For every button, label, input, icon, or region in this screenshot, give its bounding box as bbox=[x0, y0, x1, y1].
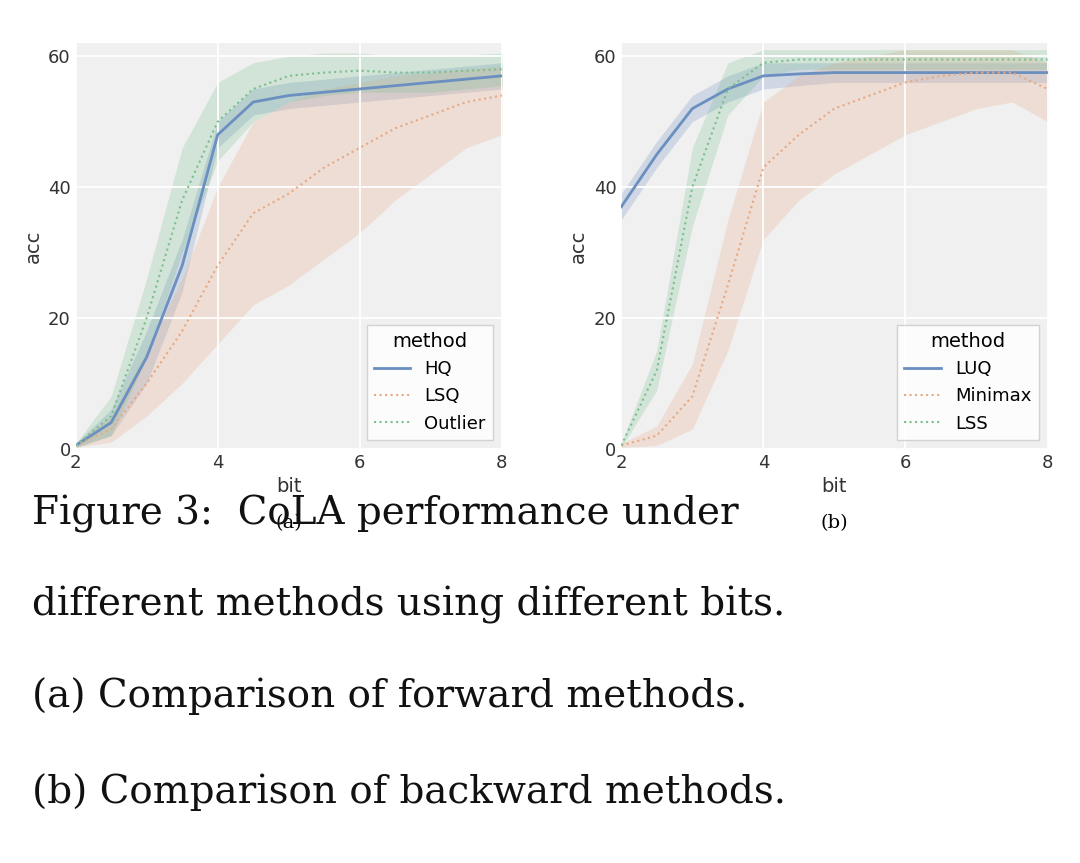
Text: (a) Comparison of forward methods.: (a) Comparison of forward methods. bbox=[32, 677, 747, 715]
Outlier bbox=[318, 67, 330, 78]
HQ bbox=[212, 129, 225, 140]
HQ bbox=[105, 418, 118, 428]
HQ bbox=[176, 261, 189, 271]
HQ bbox=[140, 352, 153, 362]
Line: HQ: HQ bbox=[76, 76, 502, 445]
LSS bbox=[864, 54, 877, 65]
Minimax bbox=[970, 67, 983, 78]
HQ bbox=[282, 91, 295, 101]
Minimax bbox=[650, 431, 663, 441]
LSQ bbox=[496, 91, 509, 101]
Text: (b): (b) bbox=[821, 513, 848, 532]
LUQ bbox=[864, 67, 877, 78]
Minimax bbox=[864, 91, 877, 101]
LSS bbox=[1041, 54, 1054, 65]
Legend: HQ, LSQ, Outlier: HQ, LSQ, Outlier bbox=[366, 325, 492, 440]
Minimax bbox=[1041, 84, 1054, 94]
Outlier bbox=[496, 64, 509, 74]
HQ bbox=[353, 84, 366, 94]
Outlier bbox=[105, 411, 118, 421]
LSS bbox=[899, 54, 912, 65]
Minimax bbox=[899, 77, 912, 87]
LSQ bbox=[424, 110, 437, 120]
LUQ bbox=[615, 202, 627, 212]
LSS bbox=[1005, 54, 1018, 65]
Outlier bbox=[69, 440, 82, 450]
LSQ bbox=[140, 378, 153, 388]
HQ bbox=[460, 74, 473, 85]
LUQ bbox=[828, 67, 841, 78]
LSQ bbox=[246, 208, 259, 218]
LSS bbox=[757, 58, 770, 68]
LSQ bbox=[212, 261, 225, 271]
Minimax bbox=[828, 104, 841, 114]
LSQ bbox=[282, 188, 295, 198]
Outlier bbox=[389, 67, 402, 78]
LSS bbox=[828, 54, 841, 65]
Outlier bbox=[424, 67, 437, 78]
Y-axis label: acc: acc bbox=[24, 230, 42, 262]
HQ bbox=[318, 87, 330, 98]
LUQ bbox=[793, 69, 806, 79]
Text: Figure 3:  CoLA performance under: Figure 3: CoLA performance under bbox=[32, 494, 739, 532]
HQ bbox=[424, 77, 437, 87]
Line: Minimax: Minimax bbox=[621, 72, 1048, 445]
Legend: LUQ, Minimax, LSS: LUQ, Minimax, LSS bbox=[897, 325, 1039, 440]
Outlier bbox=[282, 71, 295, 81]
Minimax bbox=[757, 162, 770, 173]
X-axis label: bit: bit bbox=[276, 477, 301, 496]
LSQ bbox=[389, 123, 402, 134]
Outlier bbox=[460, 66, 473, 76]
LSQ bbox=[176, 326, 189, 337]
LSQ bbox=[460, 97, 473, 107]
LUQ bbox=[1005, 67, 1018, 78]
Text: different methods using different bits.: different methods using different bits. bbox=[32, 586, 785, 624]
Y-axis label: acc: acc bbox=[569, 230, 589, 262]
LUQ bbox=[757, 71, 770, 81]
HQ bbox=[246, 97, 259, 107]
LUQ bbox=[970, 67, 983, 78]
LSS bbox=[615, 440, 627, 450]
LSS bbox=[793, 54, 806, 65]
LSQ bbox=[69, 440, 82, 450]
LUQ bbox=[721, 84, 734, 94]
Line: LUQ: LUQ bbox=[621, 72, 1048, 207]
Outlier bbox=[212, 117, 225, 127]
Minimax bbox=[793, 129, 806, 140]
LSQ bbox=[353, 142, 366, 153]
Minimax bbox=[615, 440, 627, 450]
LSS bbox=[970, 54, 983, 65]
HQ bbox=[69, 440, 82, 450]
Outlier bbox=[246, 84, 259, 94]
HQ bbox=[389, 80, 402, 91]
Outlier bbox=[140, 312, 153, 323]
LSS bbox=[686, 182, 699, 192]
Outlier bbox=[353, 66, 366, 76]
LSS bbox=[934, 54, 947, 65]
LSS bbox=[650, 365, 663, 375]
Outlier bbox=[176, 195, 189, 205]
LUQ bbox=[686, 104, 699, 114]
Minimax bbox=[1005, 67, 1018, 78]
Line: LSS: LSS bbox=[621, 60, 1048, 445]
Minimax bbox=[721, 280, 734, 290]
Line: Outlier: Outlier bbox=[76, 69, 502, 445]
LSS bbox=[721, 84, 734, 94]
Minimax bbox=[686, 391, 699, 401]
LUQ bbox=[650, 149, 663, 160]
Line: LSQ: LSQ bbox=[76, 96, 502, 445]
LUQ bbox=[899, 67, 912, 78]
Text: (a): (a) bbox=[275, 513, 302, 532]
LSQ bbox=[318, 162, 330, 173]
Text: (b) Comparison of backward methods.: (b) Comparison of backward methods. bbox=[32, 772, 786, 810]
X-axis label: bit: bit bbox=[822, 477, 847, 496]
LSQ bbox=[105, 424, 118, 434]
LUQ bbox=[934, 67, 947, 78]
HQ bbox=[496, 71, 509, 81]
Minimax bbox=[934, 71, 947, 81]
LUQ bbox=[1041, 67, 1054, 78]
